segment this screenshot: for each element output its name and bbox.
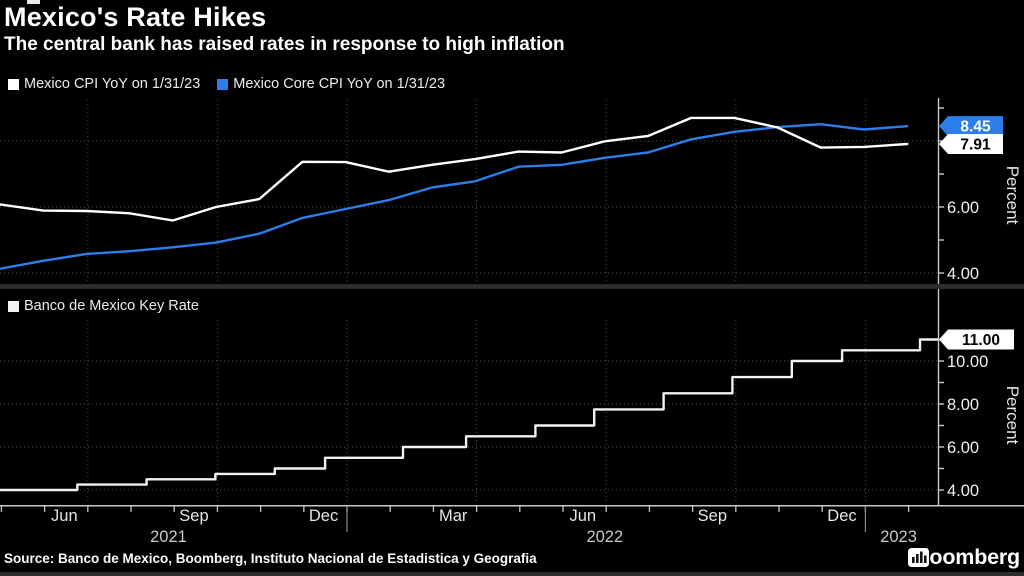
bar-chart-icon: [908, 548, 930, 567]
value-badge: [939, 329, 1014, 350]
legend-top: Mexico CPI YoY on 1/31/23 Mexico Core CP…: [8, 76, 445, 92]
core-cpi-line: [0, 123, 909, 270]
month-label: Sep: [179, 507, 209, 525]
month-label: Sep: [697, 507, 728, 525]
x-axis-year-labels: 2021 2022 2023: [0, 528, 1024, 548]
year-label: 2023: [880, 528, 917, 546]
y-axis-title: Percent: [1003, 166, 1022, 225]
year-label: 2022: [586, 528, 624, 546]
key-rate-series-label: Banco de Mexico Key Rate: [24, 298, 199, 314]
bottom-border-strip: [0, 572, 1024, 576]
page-subtitle: The central bank has raised rates in res…: [4, 34, 565, 55]
y-tick-label: 6.00: [947, 439, 979, 457]
screenshot-artifact-dash: [27, 0, 40, 4]
month-label: Jun: [569, 507, 597, 525]
legend-item-cpi: Mexico CPI YoY on 1/31/23: [8, 76, 200, 92]
panel-separator: [0, 284, 1024, 289]
value-badge-text: 8.45: [960, 119, 991, 136]
y-tick-label: 4.00: [947, 482, 979, 500]
key-rate-series-swatch: [8, 300, 19, 312]
y-tick-label: 8.00: [947, 396, 979, 414]
value-badge: [939, 133, 1003, 154]
core-cpi-series-label: Mexico Core CPI YoY on 1/31/23: [233, 76, 446, 92]
cpi-series-label: Mexico CPI YoY on 1/31/23: [24, 76, 201, 92]
legend-bottom: Banco de Mexico Key Rate: [8, 298, 199, 314]
page-title: Mexico's Rate Hikes: [4, 2, 267, 32]
y-tick-label: 6.00: [947, 199, 979, 217]
y-axis-title: Percent: [1003, 386, 1022, 445]
cpi-line: [0, 116, 909, 222]
month-label: Dec: [827, 507, 857, 525]
month-label: Dec: [308, 507, 339, 525]
x-axis-month-labels: Jun Sep Dec Mar Jun Sep Dec: [0, 507, 1024, 527]
legend-item-core-cpi: Mexico Core CPI YoY on 1/31/23: [217, 76, 445, 92]
value-badge-text: 7.91: [960, 136, 991, 153]
key-rate-chart-panel: 4.00 6.00 8.00 10.00 Percent 11.00: [0, 290, 1024, 532]
cpi-series-swatch: [8, 78, 19, 90]
value-badge: [939, 116, 1003, 137]
core-cpi-series-swatch: [217, 78, 229, 90]
year-label: 2021: [150, 528, 187, 546]
month-label: Mar: [438, 507, 468, 525]
value-badge-text: 11.00: [962, 332, 1000, 349]
source-line: Source: Banco de Mexico, Boomberg, Insti…: [4, 551, 537, 566]
cpi-chart-panel: 4.00 6.00 Percent 8.457.91: [0, 98, 1022, 290]
month-label: Jun: [51, 507, 78, 525]
y-tick-label: 10.00: [947, 353, 988, 371]
bloomberg-logo: Bloomberg: [908, 545, 1020, 570]
key-rate-line: [0, 338, 938, 492]
y-tick-label: 4.00: [947, 265, 979, 283]
legend-item-key-rate: Banco de Mexico Key Rate: [8, 298, 199, 314]
